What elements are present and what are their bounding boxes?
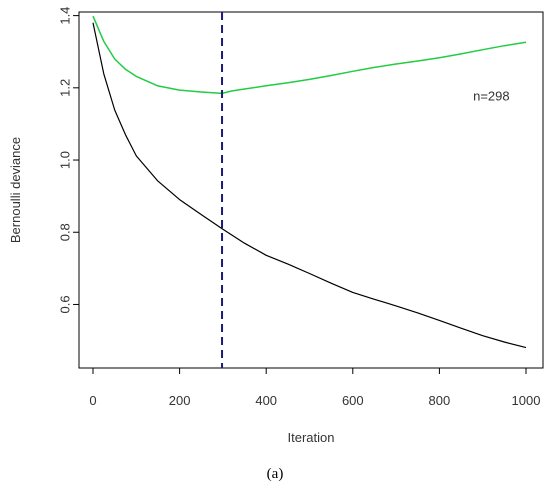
x-axis: 0 200 400 600 800 1000	[89, 368, 540, 408]
y-tick-label: 1.4	[57, 7, 72, 25]
y-tick-label: 0.8	[57, 223, 72, 241]
figure-caption: (a)	[266, 466, 284, 482]
training-deviance-line	[92, 22, 527, 349]
y-tick-label: 1.2	[57, 79, 72, 97]
x-tick-label: 400	[255, 393, 277, 408]
x-tick-label: 0	[89, 393, 96, 408]
y-axis: 0.6 0.8 1.0 1.2 1.4	[57, 7, 79, 313]
y-tick-label: 0.6	[57, 295, 72, 313]
x-tick-label: 800	[429, 393, 451, 408]
x-axis-title: Iteration	[288, 430, 335, 445]
x-tick-label: 200	[169, 393, 191, 408]
y-tick-label: 1.0	[57, 151, 72, 169]
x-tick-label: 600	[342, 393, 364, 408]
series-layer	[92, 15, 527, 349]
validation-deviance-line	[92, 15, 527, 95]
plot-frame	[78, 11, 544, 369]
annotation-label: n=298	[473, 88, 510, 103]
x-tick-label: 1000	[512, 393, 541, 408]
y-axis-title: Bernoulli deviance	[8, 137, 23, 243]
